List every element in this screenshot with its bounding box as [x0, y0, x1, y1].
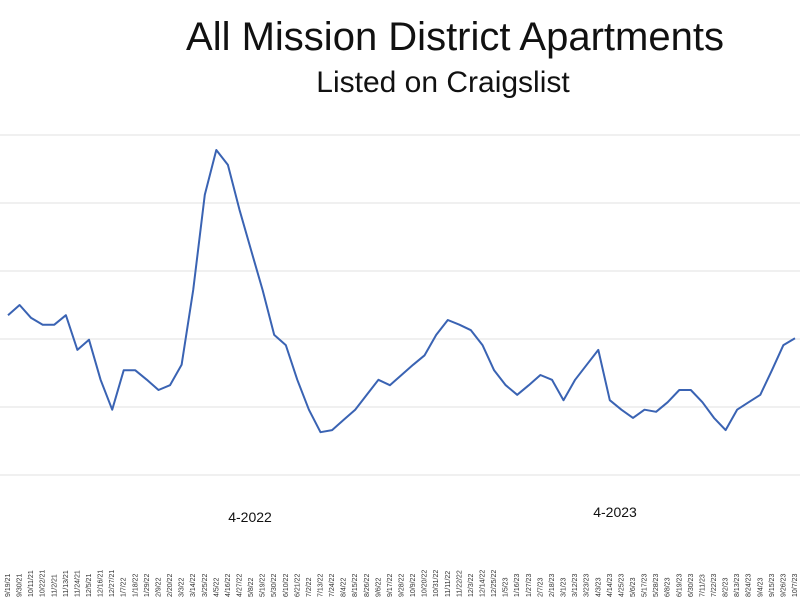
- x-tick-label: 5/30/22: [271, 574, 278, 597]
- x-tick-label: 6/10/22: [283, 574, 290, 597]
- x-tick-label: 4/14/23: [607, 574, 614, 597]
- x-tick-label: 8/26/22: [364, 574, 371, 597]
- x-tick-label: 1/16/23: [514, 574, 521, 597]
- x-tick-label: 12/5/21: [86, 574, 93, 597]
- x-tick-label: 12/27/21: [109, 570, 116, 597]
- x-tick-label: 9/6/22: [375, 577, 382, 597]
- x-tick-label: 7/22/23: [711, 574, 718, 597]
- x-tick-label: 9/17/22: [387, 574, 394, 597]
- x-tick-label: 5/28/23: [653, 574, 660, 597]
- x-tick-label: 3/23/23: [584, 574, 591, 597]
- x-tick-label: 5/8/22: [248, 577, 255, 597]
- x-tick-label: 5/17/23: [642, 574, 649, 597]
- x-tick-label: 9/15/23: [769, 574, 776, 597]
- x-tick-label: 4/16/22: [225, 574, 232, 597]
- x-tick-label: 2/7/23: [537, 577, 544, 597]
- x-tick-label: 7/2/22: [306, 577, 313, 597]
- x-tick-label: 1/5/23: [503, 577, 510, 597]
- annotation: 4-2023: [593, 504, 637, 520]
- x-tick-label: 5/6/23: [630, 577, 637, 597]
- x-tick-label: 2/20/22: [167, 574, 174, 597]
- x-tick-label: 4/5/22: [213, 577, 220, 597]
- x-tick-label: 6/21/22: [294, 574, 301, 597]
- x-tick-label: 1/27/23: [526, 574, 533, 597]
- chart-subtitle: Listed on Craigslist: [316, 66, 570, 99]
- x-tick-label: 6/8/23: [665, 577, 672, 597]
- x-tick-label: 7/24/22: [329, 574, 336, 597]
- x-tick-label: 4/27/22: [236, 574, 243, 597]
- x-tick-label: 2/18/23: [549, 574, 556, 597]
- x-tick-label: 3/14/22: [190, 574, 197, 597]
- x-tick-label: 12/25/22: [491, 570, 498, 597]
- x-tick-label: 10/22/21: [40, 570, 47, 597]
- x-tick-label: 8/15/22: [352, 574, 359, 597]
- x-tick-label: 7/11/23: [699, 574, 706, 597]
- x-tick-label: 11/22/22: [456, 570, 463, 597]
- chart-title: All Mission District Apartments: [186, 15, 724, 59]
- x-tick-label: 2/9/22: [155, 577, 162, 597]
- x-tick-label: 9/30/21: [17, 574, 24, 597]
- data-line: [7, 149, 796, 434]
- x-tick-label: 1/7/22: [121, 577, 128, 597]
- x-tick-label: 3/12/23: [572, 574, 579, 597]
- x-tick-label: 3/1/23: [561, 577, 568, 597]
- x-tick-label: 7/13/22: [317, 574, 324, 597]
- x-tick-label: 5/19/22: [260, 574, 267, 597]
- x-tick-label: 12/16/21: [98, 570, 105, 597]
- x-tick-label: 8/13/23: [734, 574, 741, 597]
- x-tick-label: 3/3/22: [179, 577, 186, 597]
- x-tick-label: 1/29/22: [144, 574, 151, 597]
- x-tick-label: 10/9/22: [410, 574, 417, 597]
- x-tick-label: 12/3/22: [468, 574, 475, 597]
- x-tick-label: 10/20/22: [422, 570, 429, 597]
- x-tick-label: 11/11/22: [445, 571, 452, 597]
- x-tick-label: 10/7/23: [792, 574, 799, 597]
- x-tick-label: 9/4/23: [757, 577, 764, 597]
- x-tick-label: 8/2/23: [723, 577, 730, 597]
- x-tick-label: 10/31/22: [433, 570, 440, 597]
- x-tick-label: 6/30/23: [688, 574, 695, 597]
- x-tick-label: 1/18/22: [132, 574, 139, 597]
- x-tick-label: 9/28/22: [399, 574, 406, 597]
- x-tick-label: 8/24/23: [746, 574, 753, 597]
- x-tick-label: 4/25/23: [618, 574, 625, 597]
- x-tick-label: 6/19/23: [676, 574, 683, 597]
- x-tick-label: 11/13/21: [63, 570, 70, 597]
- x-tick-label: 9/26/23: [780, 574, 787, 597]
- x-tick-label: 4/3/23: [595, 577, 602, 597]
- x-tick-label: 11/2/21: [51, 574, 58, 597]
- annotation: 4-2022: [228, 509, 272, 525]
- x-tick-label: 3/25/22: [202, 574, 209, 597]
- x-tick-label: 12/14/22: [480, 570, 487, 597]
- x-tick-label: 8/4/22: [341, 577, 348, 597]
- x-tick-label: 11/24/21: [74, 570, 81, 597]
- x-tick-label: 9/19/21: [5, 574, 12, 597]
- x-tick-label: 10/11/21: [28, 570, 35, 597]
